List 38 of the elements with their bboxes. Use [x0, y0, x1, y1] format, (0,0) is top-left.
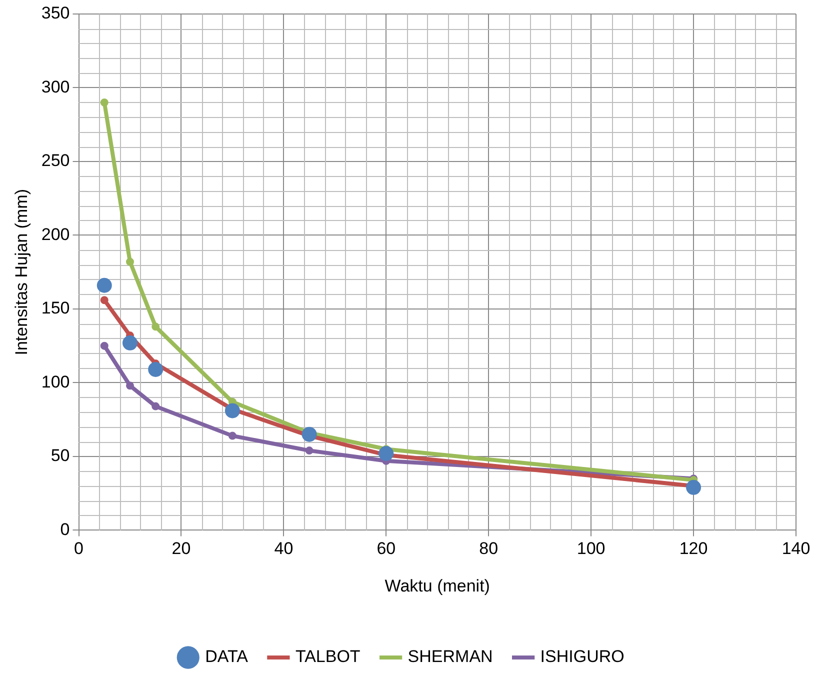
point: [126, 258, 134, 266]
x-axis-title: Waktu (menit): [384, 576, 490, 596]
point: [152, 322, 160, 331]
point: [378, 446, 394, 462]
y-tick-label: 250: [41, 151, 70, 170]
y-tick-label: 200: [41, 224, 70, 244]
point: [122, 335, 138, 350]
point: [148, 362, 164, 377]
y-tick-label: 300: [41, 77, 70, 96]
y-tick-label: 350: [41, 4, 70, 23]
x-tick-label: 0: [74, 539, 84, 558]
y-tick-label: 150: [41, 298, 70, 318]
x-tick-label: 140: [782, 539, 810, 558]
point: [100, 98, 108, 106]
y-tick-label: 50: [50, 446, 70, 466]
legend-label: DATA: [205, 647, 249, 666]
x-tick-label: 100: [576, 539, 606, 558]
point: [228, 432, 236, 440]
point: [100, 296, 108, 304]
y-axis-title: Intensitas Hujan (mm): [12, 188, 31, 356]
legend-label: TALBOT: [295, 647, 360, 666]
legend-label: ISHIGURO: [540, 647, 624, 666]
x-tick-label: 60: [376, 539, 396, 558]
point: [686, 480, 702, 495]
point: [126, 382, 134, 390]
x-tick-label: 40: [274, 539, 294, 558]
point: [224, 403, 240, 418]
point: [96, 278, 112, 293]
legend-label: SHERMAN: [408, 647, 493, 666]
point: [302, 426, 317, 442]
x-tick-label: 20: [172, 539, 191, 558]
x-tick-label: 120: [679, 539, 708, 558]
point: [100, 342, 108, 350]
y-tick-label: 0: [60, 520, 70, 539]
point: [152, 402, 160, 410]
point: [305, 446, 314, 455]
y-tick-label: 100: [41, 372, 70, 392]
x-tick-label: 80: [479, 539, 498, 558]
